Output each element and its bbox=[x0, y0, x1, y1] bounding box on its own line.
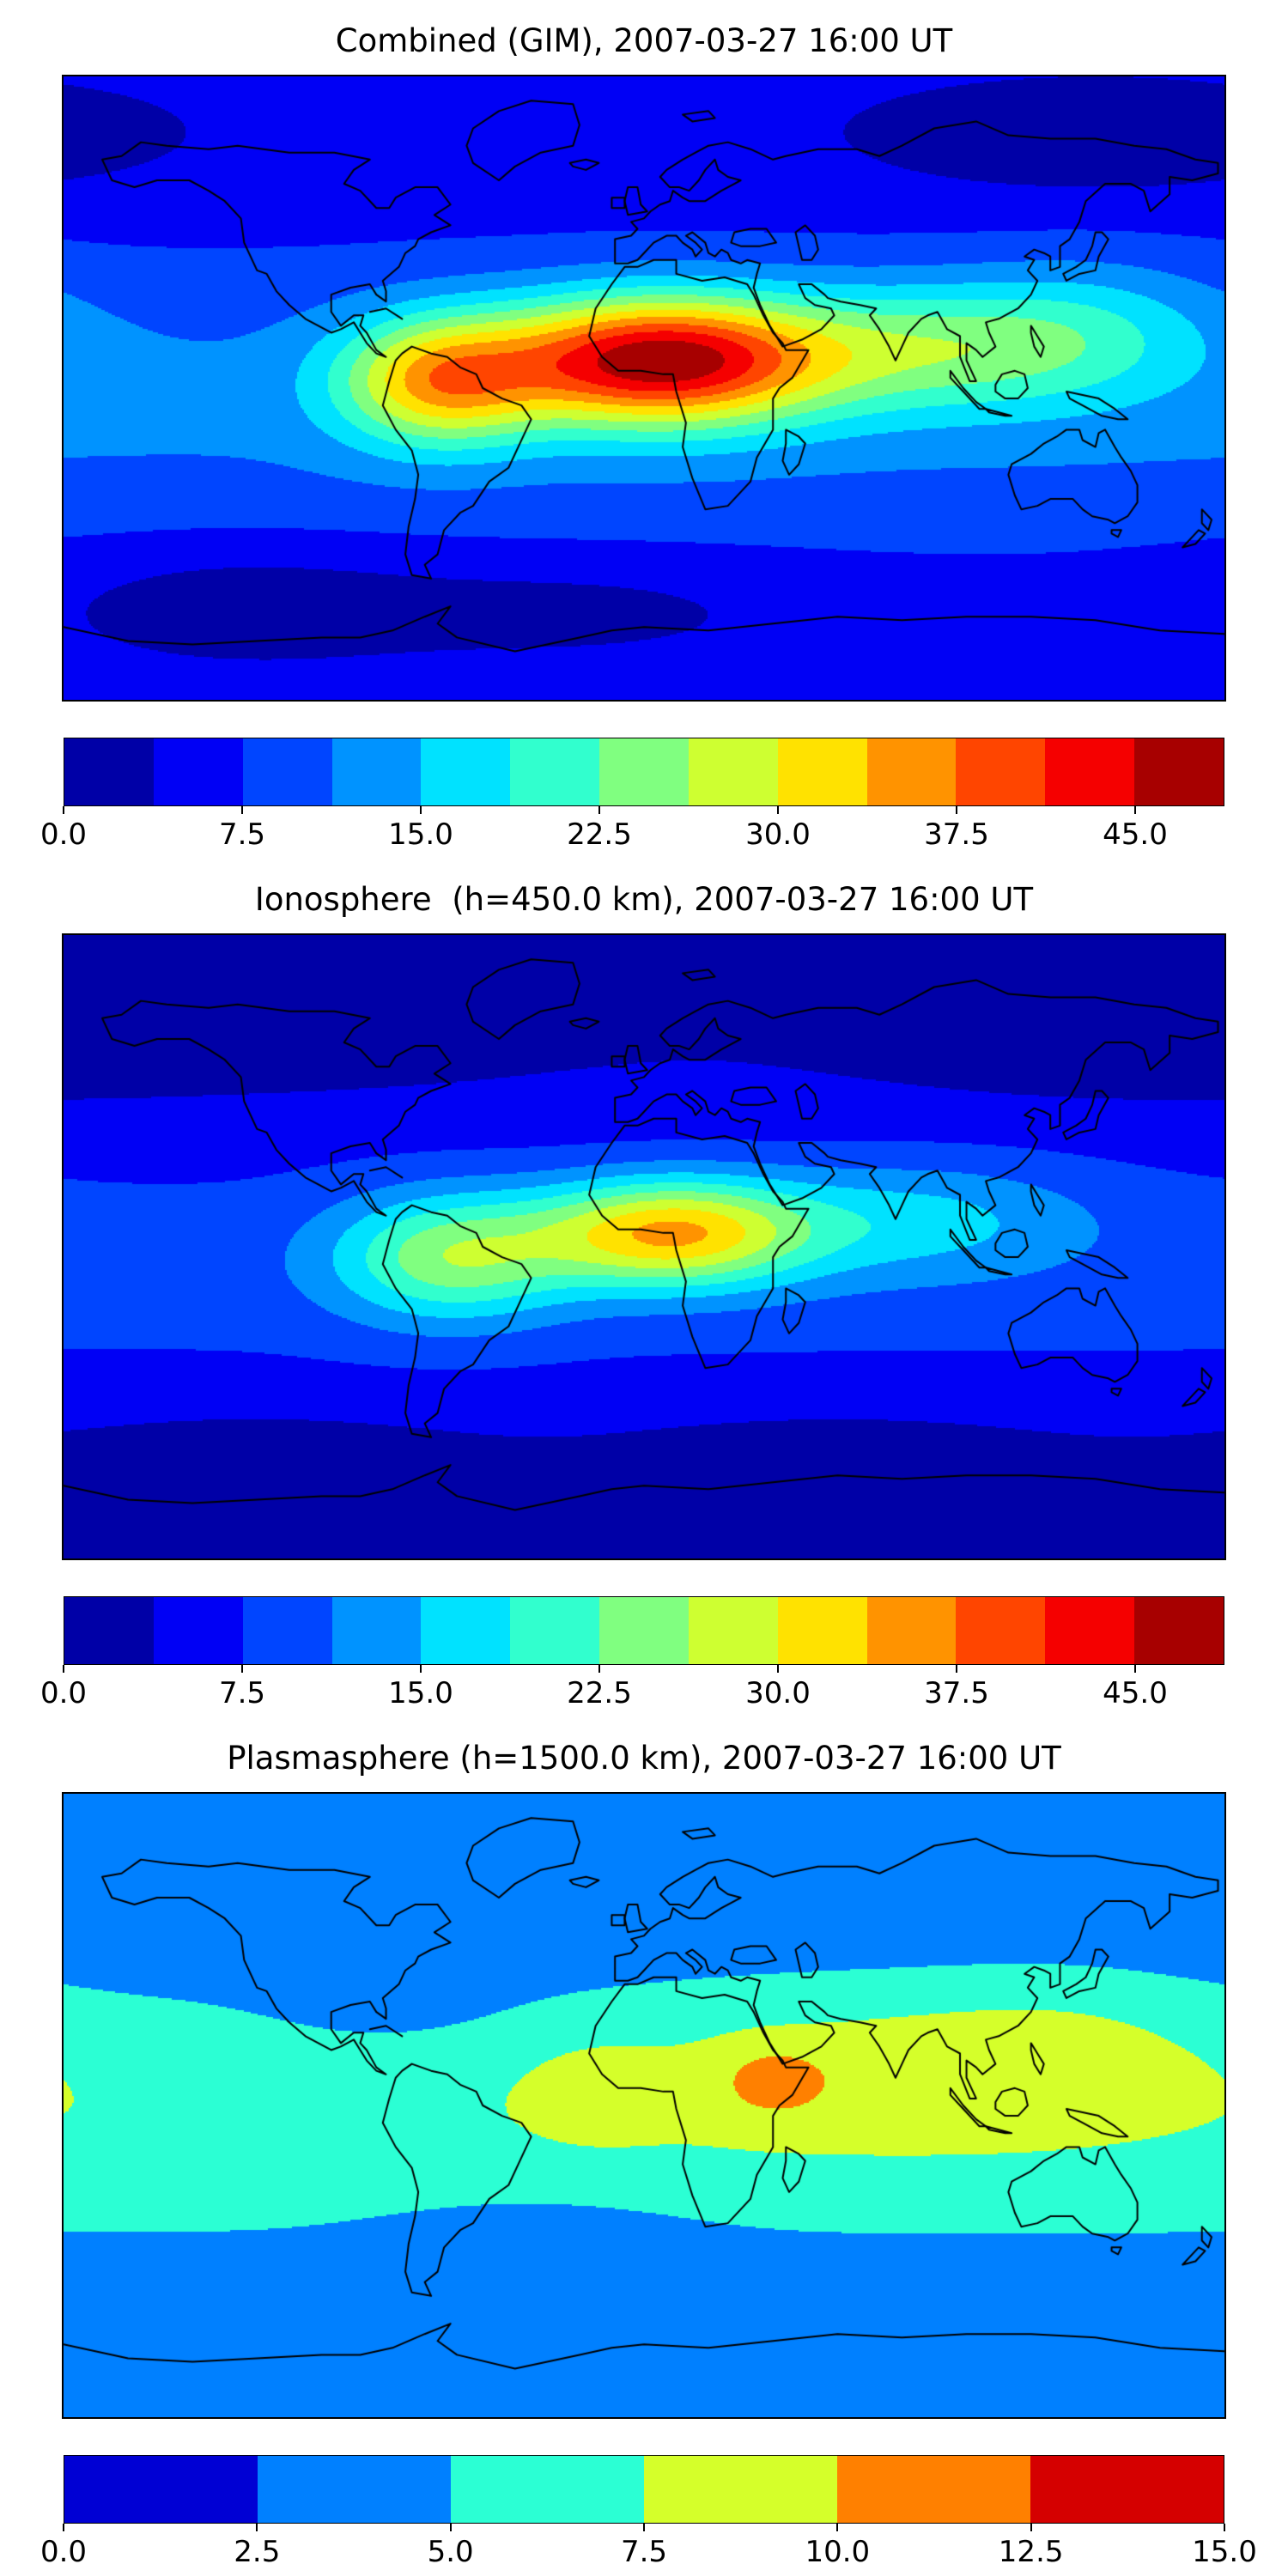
colorbar-gradient-plasmasphere bbox=[64, 2454, 1224, 2524]
colorbar-tick bbox=[836, 2523, 839, 2531]
colorbar-tick bbox=[420, 1664, 422, 1673]
colorbar-tick-label: 5.0 bbox=[427, 2534, 474, 2569]
colorbar-tick-label: 45.0 bbox=[1103, 1675, 1168, 1710]
colorbar-segment bbox=[64, 738, 154, 805]
colorbar-tick-row-plasmasphere: 0.0 2.5 5.0 7.5 10.0 12.5 15.0 bbox=[40, 2523, 1257, 2573]
colorbar-tick bbox=[256, 2523, 258, 2531]
colorbar-tick-label: 15.0 bbox=[388, 1675, 453, 1710]
colorbar-segment bbox=[421, 738, 511, 805]
colorbar-tick bbox=[449, 2523, 452, 2531]
colorbar-tick-label: 30.0 bbox=[745, 1675, 811, 1710]
colorbar-segment bbox=[1134, 1596, 1224, 1664]
colorbar-segment bbox=[451, 2455, 644, 2523]
colorbar-tick bbox=[1224, 2523, 1225, 2531]
colorbar-tick-label: 22.5 bbox=[567, 817, 632, 852]
colorbar-tick-label: 0.0 bbox=[39, 817, 88, 852]
colorbar-segment bbox=[866, 738, 957, 805]
colorbar-tick bbox=[1134, 1664, 1136, 1673]
colorbar-segment bbox=[153, 1596, 243, 1664]
colorbar-tick-label: 7.5 bbox=[218, 817, 266, 852]
panel-title-ionosphere: Ionosphere (h=450.0 km), 2007-03-27 16:0… bbox=[254, 881, 1034, 918]
colorbar-segment bbox=[1045, 1596, 1135, 1664]
colorbar-segment bbox=[331, 738, 422, 805]
colorbar-segment bbox=[956, 1596, 1046, 1664]
colorbar-tick bbox=[777, 1664, 779, 1673]
panel-ionosphere: Ionosphere (h=450.0 km), 2007-03-27 16:0… bbox=[0, 859, 1288, 1717]
colorbar-gradient-ionosphere bbox=[64, 1595, 1224, 1665]
panel-title-plasmasphere: Plasmasphere (h=1500.0 km), 2007-03-27 1… bbox=[227, 1740, 1061, 1777]
colorbar-tick bbox=[777, 805, 779, 814]
colorbar-segment bbox=[777, 738, 867, 805]
colorbar-segment bbox=[242, 1596, 332, 1664]
colorbar-segment bbox=[1045, 738, 1135, 805]
world-map-canvas-plasmasphere bbox=[64, 1793, 1224, 2417]
colorbar-ionosphere: 0.0 7.5 15.0 22.5 30.0 37.5 45.0 bbox=[40, 1595, 1224, 1715]
colorbar-tick-label: 22.5 bbox=[567, 1675, 632, 1710]
colorbar-tick-label: 2.5 bbox=[234, 2534, 281, 2569]
colorbar-tick-label: 7.5 bbox=[620, 2534, 668, 2569]
colorbar-segment bbox=[599, 1596, 689, 1664]
colorbar-segment bbox=[599, 738, 689, 805]
colorbar-tick-label: 0.0 bbox=[39, 2534, 88, 2569]
colorbar-gradient-combined bbox=[64, 737, 1224, 806]
colorbar-segment bbox=[837, 2455, 1030, 2523]
colorbar-tick-label: 30.0 bbox=[745, 817, 811, 852]
colorbar-tick bbox=[241, 805, 243, 814]
colorbar-plasmasphere: 0.0 2.5 5.0 7.5 10.0 12.5 15.0 bbox=[40, 2454, 1257, 2573]
colorbar-segment bbox=[688, 1596, 778, 1664]
colorbar-segment bbox=[510, 738, 600, 805]
map-frame-ionosphere bbox=[62, 933, 1226, 1560]
colorbar-tick-label: 12.5 bbox=[998, 2534, 1064, 2569]
colorbar-tick-label: 0.0 bbox=[39, 1675, 88, 1710]
colorbar-tick bbox=[63, 2523, 64, 2531]
colorbar-tick bbox=[1030, 2523, 1032, 2531]
colorbar-tick-label: 15.0 bbox=[1192, 2534, 1257, 2569]
colorbar-tick-label: 45.0 bbox=[1103, 817, 1168, 852]
colorbar-tick bbox=[63, 1664, 64, 1673]
panel-combined-gim: Combined (GIM), 2007-03-27 16:00 UT 0.0 7… bbox=[0, 0, 1288, 859]
colorbar-tick bbox=[598, 805, 600, 814]
colorbar-tick bbox=[598, 1664, 600, 1673]
colorbar-tick bbox=[956, 1664, 957, 1673]
colorbar-tick-row-ionosphere: 0.0 7.5 15.0 22.5 30.0 37.5 45.0 bbox=[40, 1664, 1224, 1715]
colorbar-segment bbox=[64, 2455, 258, 2523]
colorbar-segment bbox=[1134, 738, 1224, 805]
panel-title-combined: Combined (GIM), 2007-03-27 16:00 UT bbox=[335, 22, 953, 59]
colorbar-segment bbox=[777, 1596, 867, 1664]
colorbar-tick-label: 37.5 bbox=[924, 817, 989, 852]
colorbar-segment bbox=[1030, 2455, 1224, 2523]
colorbar-tick-label: 15.0 bbox=[388, 817, 453, 852]
colorbar-combined: 0.0 7.5 15.0 22.5 30.0 37.5 45.0 bbox=[40, 737, 1224, 856]
colorbar-tick bbox=[241, 1664, 243, 1673]
colorbar-segment bbox=[258, 2455, 451, 2523]
colorbar-tick bbox=[643, 2523, 645, 2531]
map-frame-plasmasphere bbox=[62, 1791, 1226, 2419]
colorbar-segment bbox=[64, 1596, 154, 1664]
colorbar-segment bbox=[510, 1596, 600, 1664]
colorbar-tick-label: 7.5 bbox=[218, 1675, 266, 1710]
map-frame-combined bbox=[62, 74, 1226, 702]
colorbar-segment bbox=[153, 738, 243, 805]
colorbar-tick bbox=[1134, 805, 1136, 814]
colorbar-segment bbox=[956, 738, 1046, 805]
colorbar-segment bbox=[688, 738, 778, 805]
colorbar-segment bbox=[644, 2455, 837, 2523]
colorbar-segment bbox=[421, 1596, 511, 1664]
world-map-canvas-ionosphere bbox=[64, 934, 1224, 1558]
colorbar-tick-label: 37.5 bbox=[924, 1675, 989, 1710]
panel-plasmasphere: Plasmasphere (h=1500.0 km), 2007-03-27 1… bbox=[0, 1717, 1288, 2576]
colorbar-tick-row-combined: 0.0 7.5 15.0 22.5 30.0 37.5 45.0 bbox=[40, 805, 1224, 856]
colorbar-segment bbox=[331, 1596, 422, 1664]
colorbar-tick-label: 10.0 bbox=[805, 2534, 871, 2569]
colorbar-segment bbox=[242, 738, 332, 805]
world-map-canvas-combined bbox=[64, 76, 1224, 700]
colorbar-tick bbox=[420, 805, 422, 814]
colorbar-tick bbox=[63, 805, 64, 814]
colorbar-segment bbox=[866, 1596, 957, 1664]
colorbar-tick bbox=[956, 805, 957, 814]
